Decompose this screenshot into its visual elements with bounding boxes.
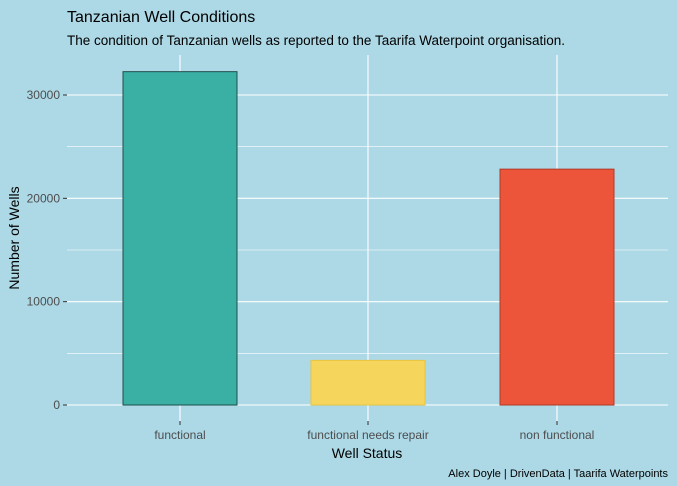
bar-functional-needs-repair xyxy=(310,359,426,406)
chart-caption: Alex Doyle | DrivenData | Taarifa Waterp… xyxy=(448,468,668,480)
bars xyxy=(122,71,615,406)
x-axis-ticks: functional functional needs repair non fun… xyxy=(154,421,594,442)
bar-functional xyxy=(122,71,238,406)
y-axis-ticks: 0 10000 20000 30000 xyxy=(27,88,67,412)
x-axis-title: Well Status xyxy=(332,445,403,461)
x-tick-label: functional needs repair xyxy=(307,428,428,442)
y-tick-label: 30000 xyxy=(27,88,61,102)
chart-subtitle: The condition of Tanzanian wells as repo… xyxy=(67,33,565,48)
x-tick-label: non functional xyxy=(520,428,595,442)
y-tick-label: 0 xyxy=(53,398,60,412)
chart-title: Tanzanian Well Conditions xyxy=(67,9,255,26)
x-tick-label: functional xyxy=(154,428,205,442)
y-axis-title: Number of Wells xyxy=(6,186,22,289)
y-tick-label: 10000 xyxy=(27,295,61,309)
bar-non-functional xyxy=(499,168,615,406)
y-tick-label: 20000 xyxy=(27,191,61,205)
